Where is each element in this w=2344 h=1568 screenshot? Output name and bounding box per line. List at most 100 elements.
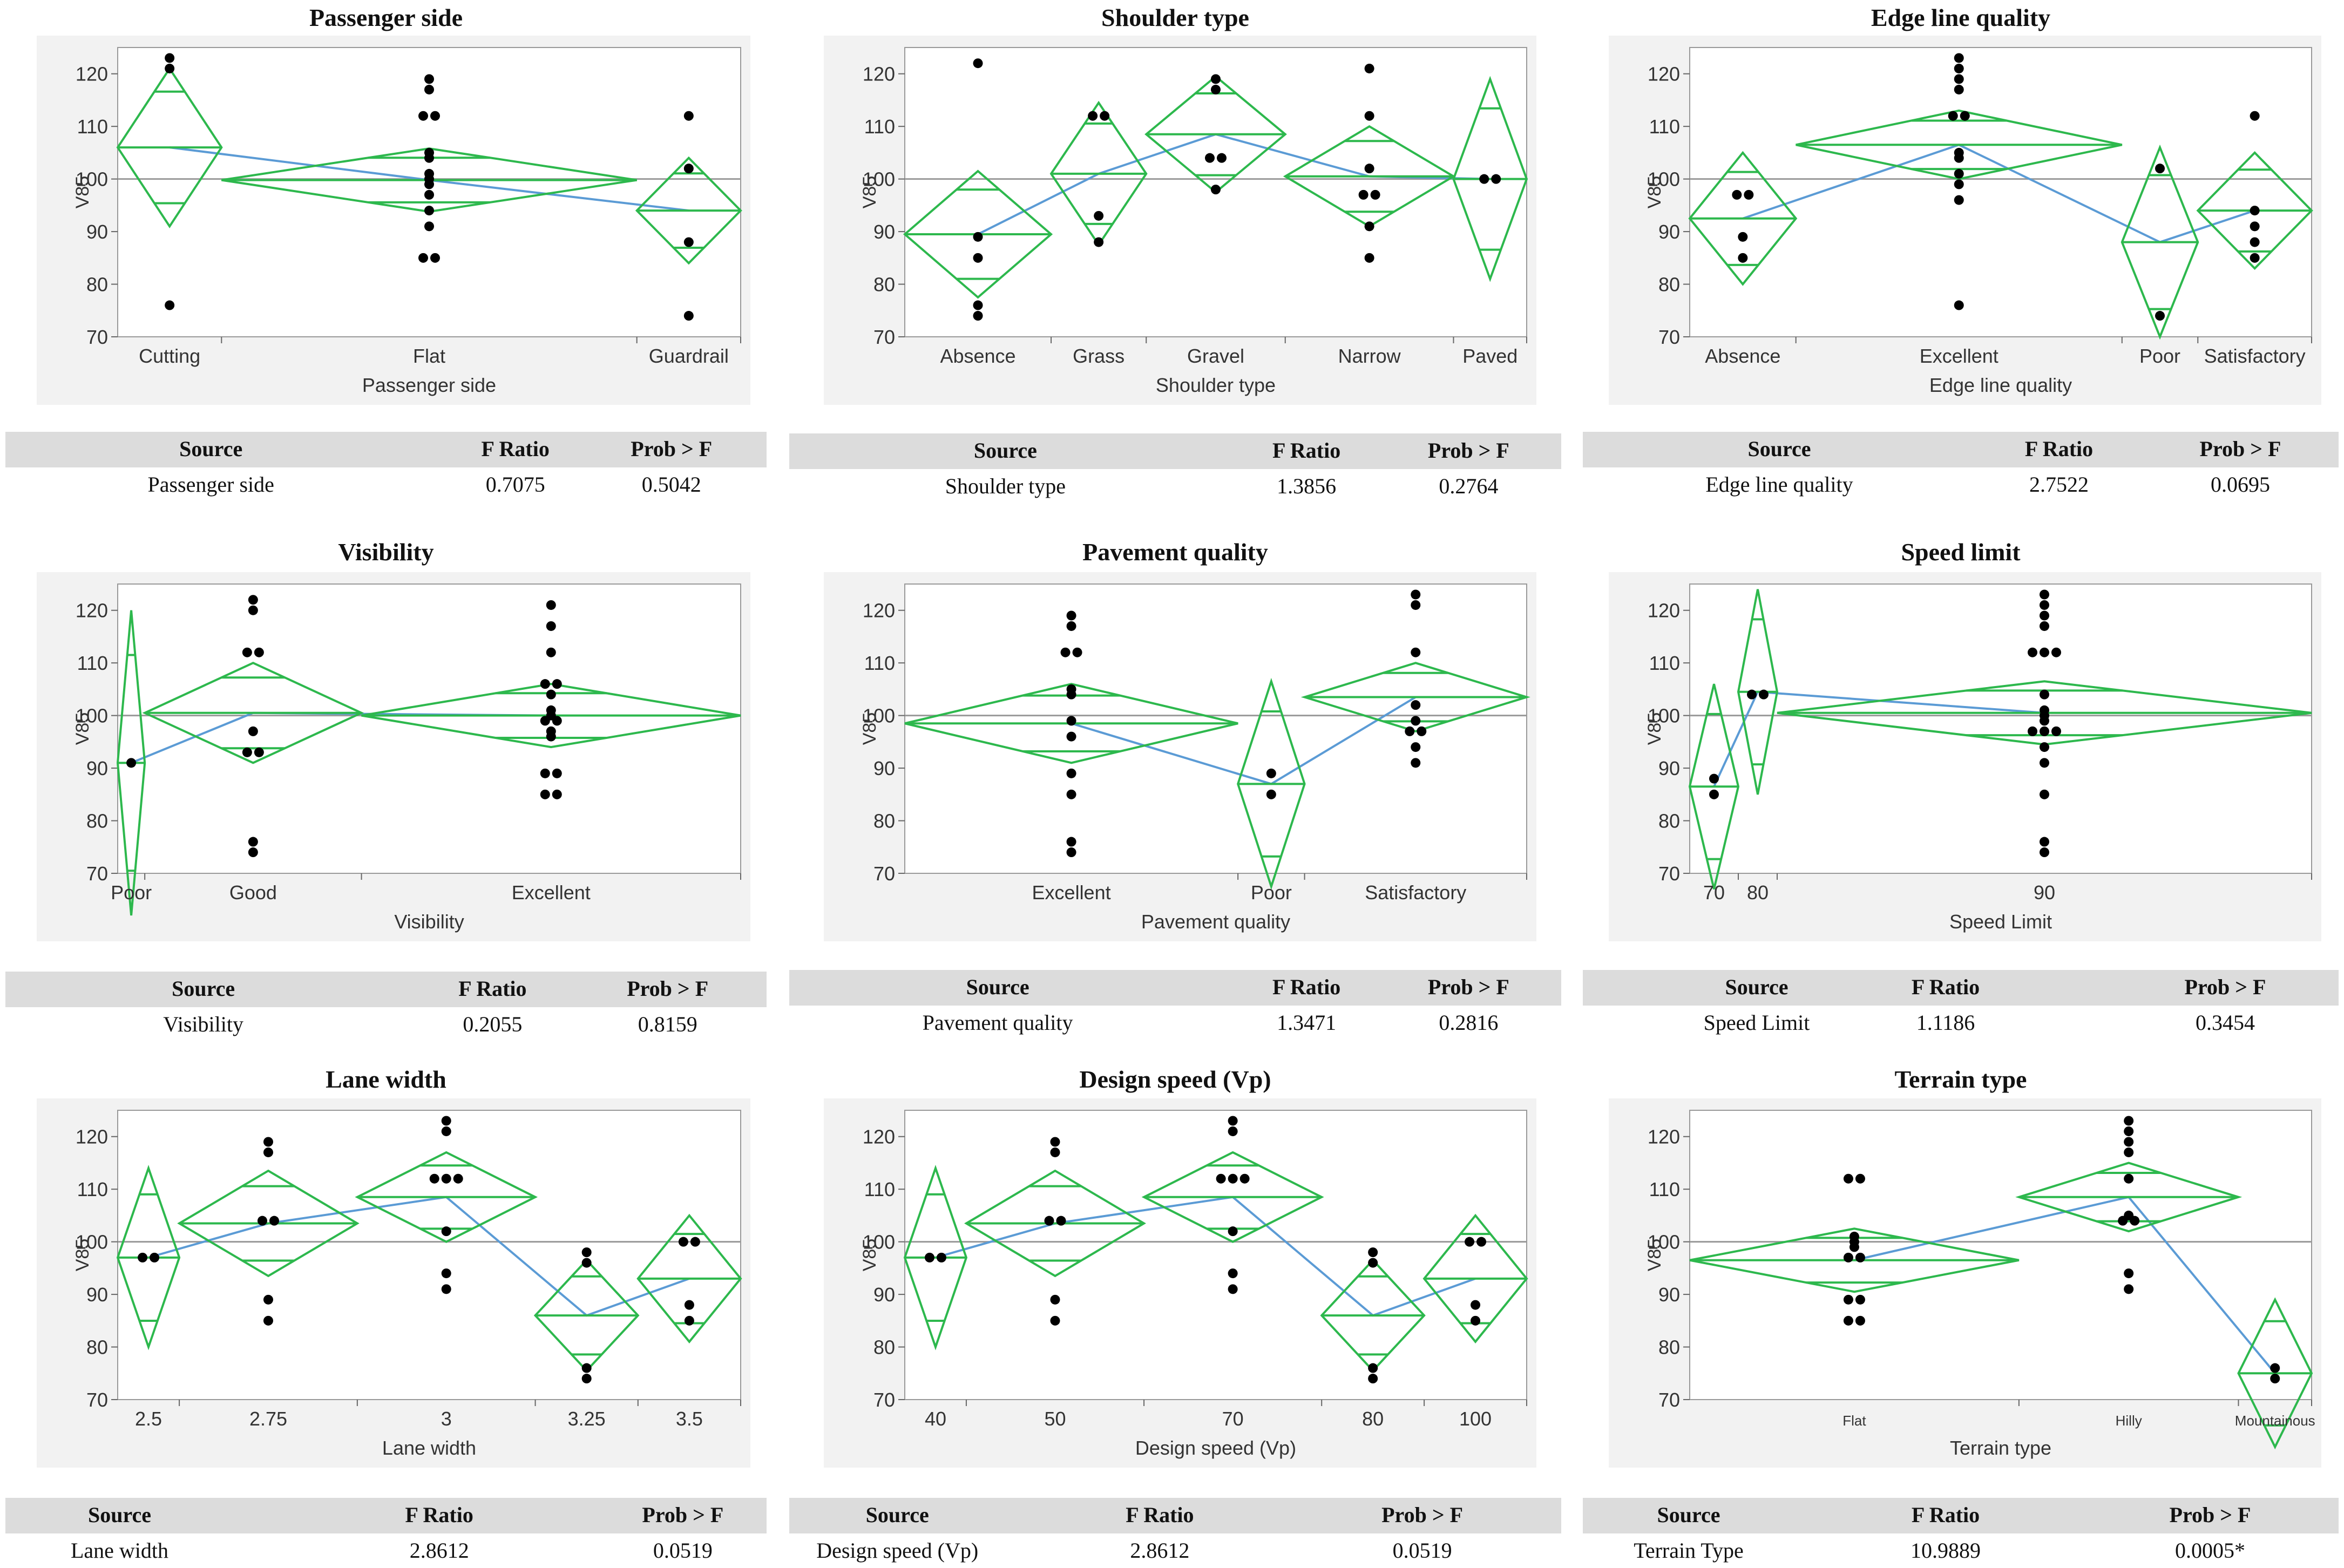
data-point [581,1363,592,1373]
cell-prob: 0.0519 [1392,1538,1452,1563]
data-point [165,53,175,63]
y-tick-label: 80 [1658,274,1680,296]
means-diamond [1688,683,1740,890]
means-diamond [116,66,223,228]
data-point [1411,716,1421,726]
table-row: Edge line quality 2.7522 0.0695 [1583,467,2339,500]
data-point [546,647,556,657]
chart-title: Shoulder type [1101,4,1249,31]
data-point [1849,1242,1859,1252]
x-axis-label: Visibility [394,911,464,933]
cell-f-ratio: 0.2055 [463,1012,523,1036]
cell-source: Terrain Type [1634,1538,1744,1563]
diamond-outline [904,683,1238,764]
means-diamond [1320,1258,1426,1373]
table-header: Source F Ratio Prob > F [789,1498,1561,1533]
y-tick-label: 100 [863,168,895,191]
cell-source: Edge line quality [1705,472,1853,497]
data-point [1044,1216,1054,1226]
y-tick-label: 90 [86,757,108,779]
means-diamond [1300,662,1530,732]
data-point [2051,647,2061,657]
data-point [2040,621,2049,631]
x-tick-label: Mountainous [2235,1413,2315,1429]
y-tick-label: 80 [86,274,108,296]
y-tick-label: 90 [86,221,108,243]
data-point [257,1216,267,1226]
data-point [684,1315,694,1326]
cell-source: Passenger side [147,472,274,497]
data-point [2124,1173,2134,1184]
y-tick-label: 70 [1658,1389,1680,1411]
data-point [1411,647,1421,657]
data-point [1050,1294,1060,1305]
col-f-ratio: F Ratio [1126,1503,1194,1527]
col-f-ratio: F Ratio [1272,975,1341,999]
data-point [1066,621,1076,631]
col-source: Source [865,1503,929,1527]
data-point [1060,647,1071,657]
col-prob: Prob > F [627,976,709,1001]
data-point [263,1294,273,1305]
means-diamond [964,1169,1147,1278]
chart-svg: 70 80 90 100 110 120 V85 Absence Excellent Poor Sa… [1644,47,2313,396]
plot-area: 70 80 90 100 110 120 V85 Absence Excellent Poor Sa… [1609,36,2321,405]
means-connector-line [1742,144,2255,243]
y-axis-label: V85 [1644,176,1665,209]
data-point [683,164,694,174]
x-tick-label: Excellent [1032,881,1111,904]
plot-frame [1689,583,2312,874]
x-tick-label: 3.5 [676,1408,703,1430]
data-point [2118,1216,2128,1226]
data-point [1954,53,1964,63]
col-f-ratio: F Ratio [2024,437,2094,461]
means-diamond [2015,1162,2243,1233]
data-point [1050,1137,1060,1147]
diamond-outline [116,610,146,916]
data-point [2130,1216,2140,1226]
plot-area: 70 80 90 100 110 120 V85 Excellent Poor Satisfact… [824,572,1536,941]
data-point [2040,589,2049,600]
table-row: Pavement quality 1.3471 0.2816 [789,1006,1561,1038]
data-point [248,605,258,615]
data-point [2028,726,2037,736]
data-point [1954,195,1964,205]
data-point [1266,768,1276,778]
y-tick-label: 120 [76,600,108,622]
data-point [2040,610,2049,621]
data-point [2124,1126,2134,1136]
y-axis-label: V85 [72,176,93,209]
data-point [441,1126,451,1136]
col-source: Source [87,1503,152,1527]
means-diamond [2237,1297,2313,1450]
table-row: Terrain Type 10.9889 0.0005* [1583,1533,2339,1566]
data-point [2250,206,2260,216]
data-point [973,232,983,242]
means-diamond [1688,151,1798,286]
data-point [540,716,550,726]
diamond-outline [903,169,1053,299]
data-point [1709,773,1719,784]
x-axis-label: Lane width [382,1437,476,1459]
data-point [1228,1284,1238,1294]
data-point [1960,111,1970,121]
col-f-ratio: F Ratio [1911,1503,1980,1527]
data-point [1066,610,1076,621]
x-tick-label: 2.5 [135,1408,162,1430]
y-tick-label: 120 [76,1126,108,1148]
y-tick-label: 70 [873,863,895,885]
col-f-ratio: F Ratio [458,976,527,1001]
data-point [973,300,983,310]
data-point [936,1252,946,1262]
data-point [1465,1237,1475,1247]
means-diamond [1737,589,1779,795]
panel-terrain-type: Terrain type 70 80 90 100 110 120 V85 Flat Hilly… [1583,1061,2339,1565]
data-point [552,789,562,799]
data-point [546,731,556,742]
data-point [2040,689,2049,700]
data-point [1411,700,1421,710]
table-header: Source F Ratio Prob > F [5,432,767,467]
data-point [684,1300,694,1310]
data-point [441,1268,451,1279]
diamond-outline [221,147,637,213]
